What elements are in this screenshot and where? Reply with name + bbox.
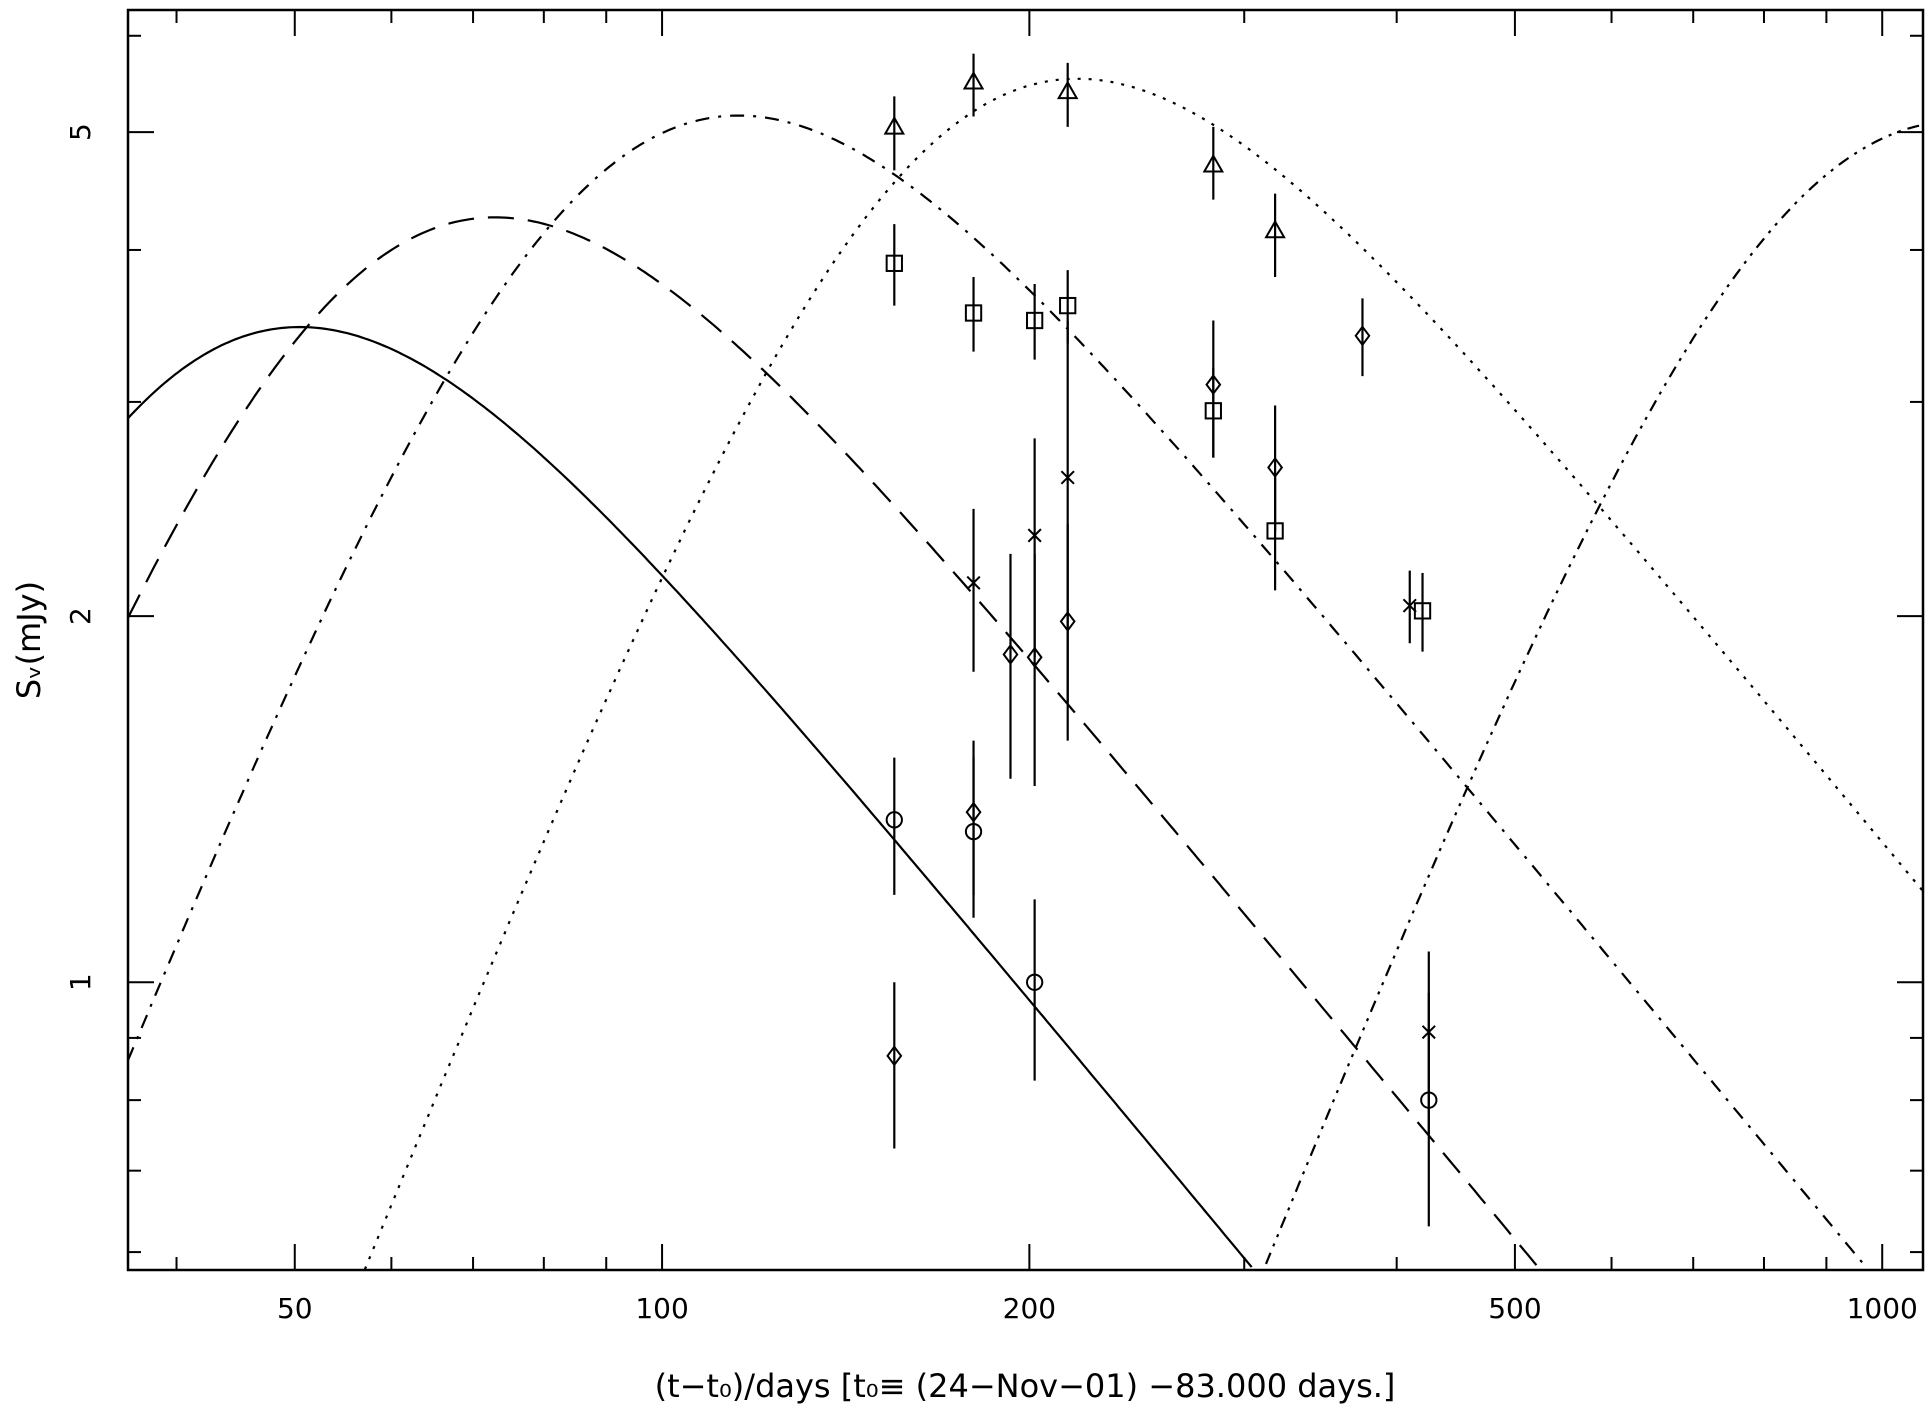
cross-marker	[966, 575, 981, 590]
data-point-circle	[1420, 992, 1438, 1227]
model-curves	[126, 77, 1924, 1270]
triangle-marker	[1056, 80, 1079, 100]
square-marker	[885, 254, 903, 272]
data-point-diamond	[1354, 298, 1371, 377]
triangle-marker	[962, 70, 985, 90]
data-point-square	[1025, 284, 1044, 360]
data-point-cross	[966, 508, 981, 672]
data-point-diamond	[1267, 405, 1284, 531]
model-curve-dotted	[363, 77, 1924, 1270]
x-axis-label: (t−t₀)/days [t₀≡ (24−Nov−01) −83.000 day…	[655, 1367, 1396, 1405]
y-axis-label: Sᵥ(mJy)	[10, 581, 48, 699]
plot-frame	[126, 8, 1925, 1272]
diamond-marker	[1354, 325, 1371, 347]
cross-marker	[1060, 470, 1075, 485]
y-tick-label: 1	[64, 973, 97, 991]
triangle-marker	[883, 115, 906, 135]
square-marker	[964, 304, 983, 322]
axis-ticks	[128, 10, 1923, 1270]
data-points	[883, 53, 1438, 1227]
model-curve-dashdot	[126, 114, 1867, 1268]
data-point-triangle	[883, 96, 906, 171]
data-point-triangle	[1056, 62, 1079, 127]
triangle-marker	[1264, 219, 1286, 239]
data-point-square	[964, 277, 983, 352]
model-curve-dashed	[127, 216, 1540, 1269]
model-curve-dashdotdot	[1264, 123, 1924, 1265]
data-point-circle	[1025, 899, 1044, 1081]
data-point-diamond	[1002, 553, 1019, 779]
cross-marker	[1402, 598, 1417, 613]
circle-marker	[1420, 1091, 1438, 1109]
diamond-marker	[1267, 456, 1284, 479]
circle-marker	[964, 822, 983, 841]
diamond-marker	[1002, 643, 1019, 666]
data-point-square	[1413, 573, 1432, 652]
data-point-cross	[1402, 570, 1417, 644]
diamond-marker	[1026, 646, 1043, 668]
cross-marker	[1027, 528, 1042, 543]
data-point-diamond	[886, 982, 903, 1149]
square-marker	[1025, 311, 1044, 330]
diamond-marker	[1205, 373, 1222, 396]
circle-marker	[1025, 973, 1044, 991]
data-point-circle	[885, 757, 903, 895]
x-tick-label: 1000	[1847, 1292, 1918, 1325]
circle-marker	[885, 811, 903, 829]
data-point-square	[885, 224, 903, 306]
data-point-triangle	[1264, 193, 1286, 278]
data-point-diamond	[1205, 320, 1222, 458]
diamond-marker	[886, 1045, 903, 1067]
data-point-triangle	[1202, 126, 1225, 200]
data-point-diamond	[1059, 524, 1076, 741]
y-tick-label: 5	[64, 123, 97, 141]
x-tick-label: 100	[635, 1292, 688, 1325]
x-tick-label: 50	[277, 1292, 313, 1325]
x-tick-label: 200	[1003, 1292, 1056, 1325]
model-curve-solid	[127, 325, 1253, 1268]
x-tick-label: 500	[1488, 1292, 1541, 1325]
triangle-marker	[1202, 153, 1225, 173]
square-marker	[1059, 296, 1077, 315]
diamond-marker	[1059, 610, 1076, 633]
data-point-triangle	[962, 53, 985, 117]
tick-labels: 50 100 200 500 1000 1 2 5	[64, 123, 1918, 1325]
data-point-circle	[964, 757, 983, 918]
data-point-diamond	[1026, 553, 1043, 786]
y-tick-label: 2	[64, 607, 97, 625]
